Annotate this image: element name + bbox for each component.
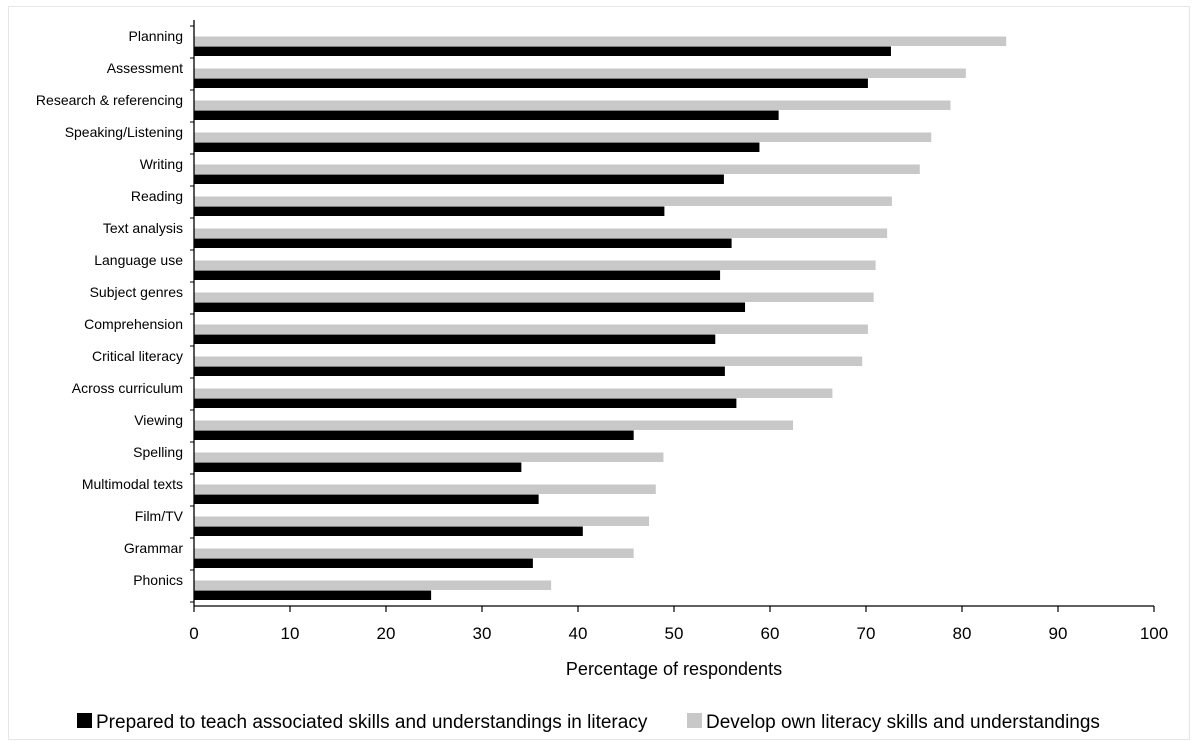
category-label: Critical literacy	[92, 348, 183, 364]
category-label: Across curriculum	[72, 380, 183, 396]
x-tick-label: 80	[953, 624, 972, 643]
bar-prepared-to-teach	[194, 558, 533, 568]
category-label: Phonics	[133, 572, 183, 588]
category-label: Writing	[140, 156, 183, 172]
bar-prepared-to-teach	[194, 238, 732, 248]
category-label: Text analysis	[103, 220, 183, 236]
bar-develop-own	[194, 228, 888, 238]
bar-prepared-to-teach	[194, 142, 760, 152]
bar-develop-own	[194, 132, 932, 142]
category-label: Subject genres	[90, 284, 183, 300]
bar-develop-own	[194, 292, 874, 302]
x-tick-label: 50	[665, 624, 684, 643]
x-tick-label: 60	[761, 624, 780, 643]
legend-label: Prepared to teach associated skills and …	[96, 712, 648, 733]
category-label: Assessment	[107, 60, 183, 76]
bar-develop-own	[194, 548, 634, 558]
category-labels: Planning Assessment Research & referencing…	[36, 28, 184, 588]
x-tick-label: 0	[189, 624, 198, 643]
category-label: Planning	[129, 28, 184, 44]
bar-develop-own	[194, 516, 650, 526]
bars-group	[194, 36, 1007, 600]
bar-develop-own	[194, 324, 868, 334]
bar-develop-own	[194, 36, 1007, 46]
bar-prepared-to-teach	[194, 462, 522, 472]
bar-prepared-to-teach	[194, 270, 721, 280]
x-axis-title: Percentage of respondents	[566, 659, 782, 679]
bar-prepared-to-teach	[194, 174, 724, 184]
category-label: Reading	[131, 188, 183, 204]
bar-prepared-to-teach	[194, 334, 716, 344]
category-label: Comprehension	[84, 316, 183, 332]
bar-develop-own	[194, 100, 951, 110]
category-label: Viewing	[134, 412, 183, 428]
bar-prepared-to-teach	[194, 46, 891, 56]
x-tick-label: 20	[377, 624, 396, 643]
bar-develop-own	[194, 580, 552, 590]
bar-develop-own	[194, 68, 966, 78]
bar-develop-own	[194, 356, 863, 366]
legend-swatch	[687, 713, 702, 728]
chart-frame	[8, 6, 1190, 740]
x-tick-label: 100	[1140, 624, 1168, 643]
category-label: Research & referencing	[36, 92, 183, 108]
bar-develop-own	[194, 196, 892, 206]
bar-prepared-to-teach	[194, 430, 634, 440]
bar-develop-own	[194, 420, 794, 430]
bar-develop-own	[194, 452, 664, 462]
bar-prepared-to-teach	[194, 590, 432, 600]
bar-prepared-to-teach	[194, 398, 737, 408]
category-label: Multimodal texts	[82, 476, 183, 492]
category-label: Grammar	[124, 540, 183, 556]
bar-prepared-to-teach	[194, 526, 583, 536]
bar-prepared-to-teach	[194, 110, 779, 120]
bar-prepared-to-teach	[194, 366, 725, 376]
x-ticks: 0 10 20 30 40 50 60 70 80 90 100	[189, 606, 1168, 643]
bar-prepared-to-teach	[194, 494, 539, 504]
category-label: Spelling	[133, 444, 183, 460]
bar-develop-own	[194, 164, 920, 174]
x-tick-label: 40	[569, 624, 588, 643]
category-label: Film/TV	[135, 508, 184, 524]
x-tick-label: 10	[281, 624, 300, 643]
legend: Prepared to teach associated skills and …	[77, 712, 1100, 733]
bar-prepared-to-teach	[194, 206, 665, 216]
legend-swatch	[77, 713, 92, 728]
bar-prepared-to-teach	[194, 302, 746, 312]
x-tick-label: 30	[473, 624, 492, 643]
bar-develop-own	[194, 260, 876, 270]
x-tick-label: 90	[1049, 624, 1068, 643]
bar-prepared-to-teach	[194, 78, 868, 88]
bar-develop-own	[194, 484, 656, 494]
category-label: Language use	[94, 252, 183, 268]
bar-develop-own	[194, 388, 833, 398]
category-label: Speaking/Listening	[65, 124, 183, 140]
legend-label: Develop own literacy skills and understa…	[706, 712, 1100, 733]
x-tick-label: 70	[857, 624, 876, 643]
